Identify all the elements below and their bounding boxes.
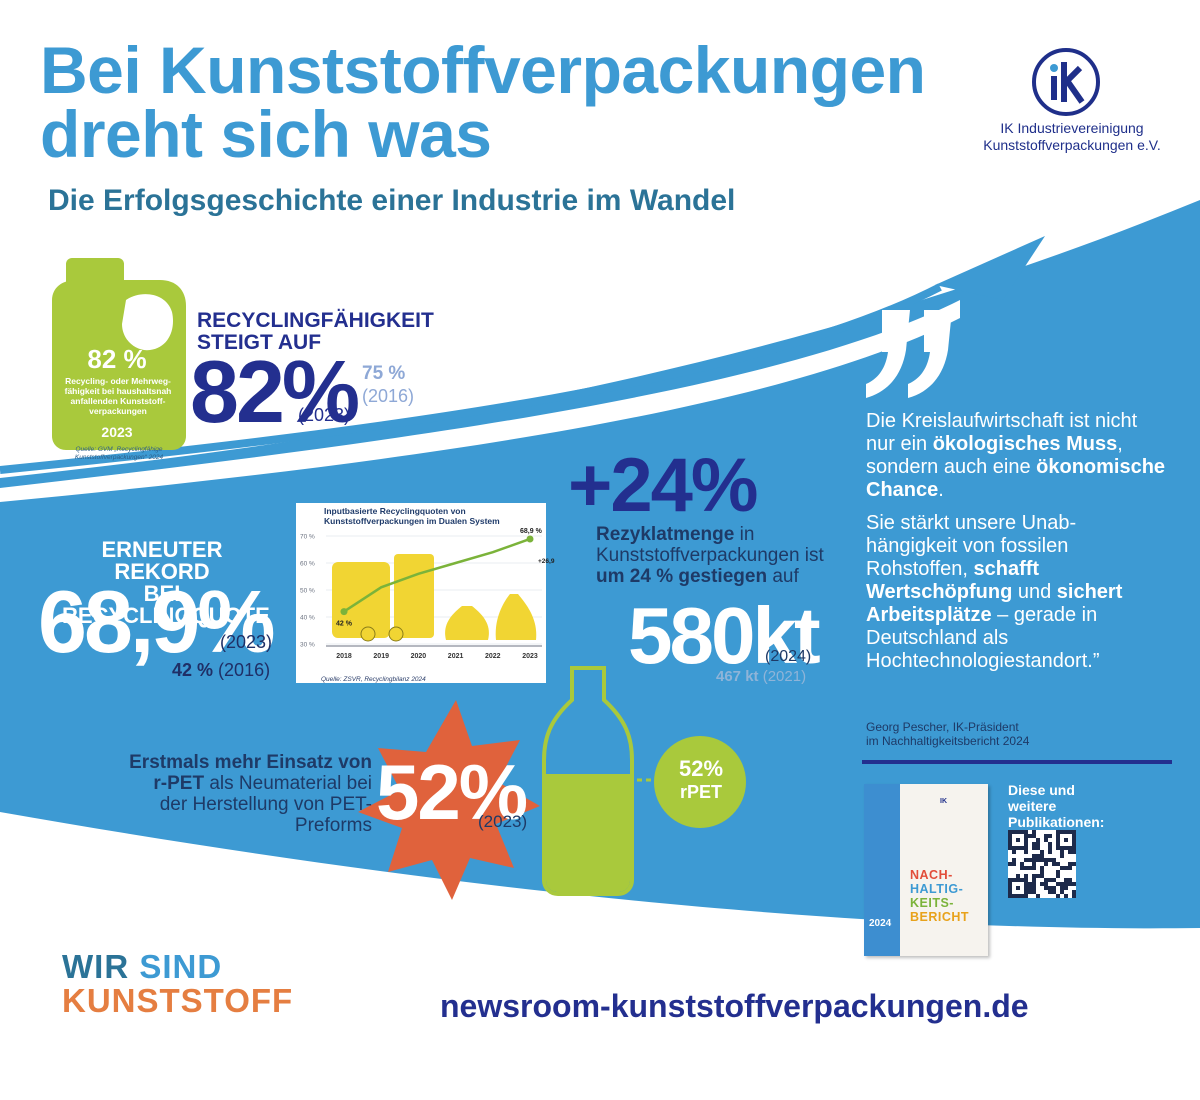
report-band (864, 784, 900, 956)
report-year: 2024 (869, 918, 892, 929)
recycling-rate-heading: ERNEUTER REKORD BEI RECYCLINGQUOTE (62, 537, 270, 628)
rpet-value: 52% (376, 748, 528, 836)
chart-bag-shape (495, 594, 537, 640)
recycling-rate-year: (2023) (220, 632, 273, 652)
report-logo: IK (940, 798, 947, 805)
chart-wheel-shape (388, 626, 404, 642)
chart-end-label: 68,9 % (520, 528, 543, 535)
star-icon (358, 700, 540, 900)
chart-data-point (526, 535, 534, 543)
recyclate-year: (2024) (765, 648, 812, 665)
ik-logo-icon (1032, 48, 1100, 116)
canister-icon (52, 258, 186, 450)
chart-y-tick-label: 60 % (300, 561, 315, 568)
chart-y-tick-label: 50 % (300, 588, 315, 595)
chart-start-label: 42 % (336, 621, 353, 628)
canister-description: Recycling- oder Mehrweg-fähigkeit bei ha… (64, 376, 172, 416)
recyclability-previous-year: (2016) (362, 386, 415, 406)
canister-value: 82 % (87, 344, 147, 374)
chart-source: Quelle: ZSVR, Recyclingbilanz 2024 (321, 676, 426, 683)
recyclate-previous: 467 kt (2021) (716, 668, 807, 685)
recyclability-year: (2023) (298, 405, 351, 425)
rpet-text: Erstmals mehr Einsatz von r-PET als Neum… (129, 752, 372, 836)
rpet-year: (2023) (478, 812, 528, 831)
chart-x-tick-label: 2023 (522, 653, 538, 660)
chart-x-tick-label: 2021 (448, 653, 464, 660)
canister-source: Quelle: GVM „Recyclingfähige Kunststoffv… (74, 446, 164, 461)
canister-year: 2023 (101, 424, 133, 440)
chart-bag-shape (445, 606, 489, 640)
recyclate-text: Rezyklatmenge in Kunststoffverpackungen … (596, 524, 824, 587)
blue-band (0, 200, 1200, 929)
recycling-rate-previous: 42 % (2016) (172, 660, 271, 680)
chart-y-tick-label: 70 % (300, 534, 315, 541)
report-title: NACH- HALTIG- KEITS- BERICHT (910, 868, 970, 924)
chart-x-tick-label: 2019 (373, 653, 389, 660)
rpet-circle-value: 52% (678, 756, 724, 781)
white-swoosh (0, 300, 960, 502)
slogan: WIR SIND KUNSTSTOFF (62, 948, 294, 1019)
chart-y-tick-label: 30 % (300, 642, 315, 649)
publications-label: Diese und weitere Publikationen: (1008, 782, 1105, 830)
chart-x-tick-label: 2018 (336, 653, 352, 660)
recyclability-heading: RECYCLINGFÄHIGKEIT STEIGT AUF (197, 309, 434, 354)
qr-code-icon[interactable] (1008, 830, 1076, 898)
recycling-rate-value: 68,9% (38, 572, 276, 671)
sustainability-report-cover[interactable]: IK NACH- HALTIG- KEITS- BERICHT 2024 (864, 784, 988, 956)
chart-x-tick-label: 2022 (485, 653, 501, 660)
recyclability-previous-value: 75 % (362, 363, 406, 384)
pet-bottle-icon (542, 666, 656, 896)
chart-series-line (343, 537, 531, 613)
recycling-chart: 30 % 40 % 50 % 60 % 70 % 2018 2019 2020 2021 2022… (300, 528, 556, 660)
website-link[interactable]: newsroom-kunststoffverpackungen.de (440, 988, 1029, 1024)
recyclate-change: +24% (568, 443, 758, 528)
chart-data-point (340, 608, 348, 616)
page-title: Bei Kunststoffverpackungen dreht sich wa… (40, 33, 926, 171)
chart-y-tick-label: 40 % (300, 615, 315, 622)
president-quote: Die Kreislaufwirtschaft ist nicht nur ei… (866, 410, 1166, 672)
rpet-circle (654, 736, 746, 828)
quote-marks-icon (866, 310, 952, 398)
page-subtitle: Die Erfolgsgeschichte einer Industrie im… (48, 184, 736, 217)
recyclate-value: 580kt (628, 591, 821, 680)
chart-bin-shape (394, 554, 434, 638)
quote-divider (862, 760, 1172, 764)
quote-author: Georg Pescher, IK-Präsident im Nachhalti… (866, 720, 1030, 748)
recyclability-value: 82% (190, 342, 360, 441)
rpet-circle-label: rPET (679, 782, 722, 802)
chart-x-tick-label: 2020 (411, 653, 427, 660)
chart-wheel-shape (360, 626, 376, 642)
logo-text: IK Industrievereinigung Kunststoffverpac… (983, 120, 1161, 153)
chart-delta-label: +26,9 % P (538, 558, 556, 565)
chart-title: Inputbasierte Recyclingquoten von Kunsts… (324, 506, 500, 526)
arrow-icon (935, 236, 1045, 300)
